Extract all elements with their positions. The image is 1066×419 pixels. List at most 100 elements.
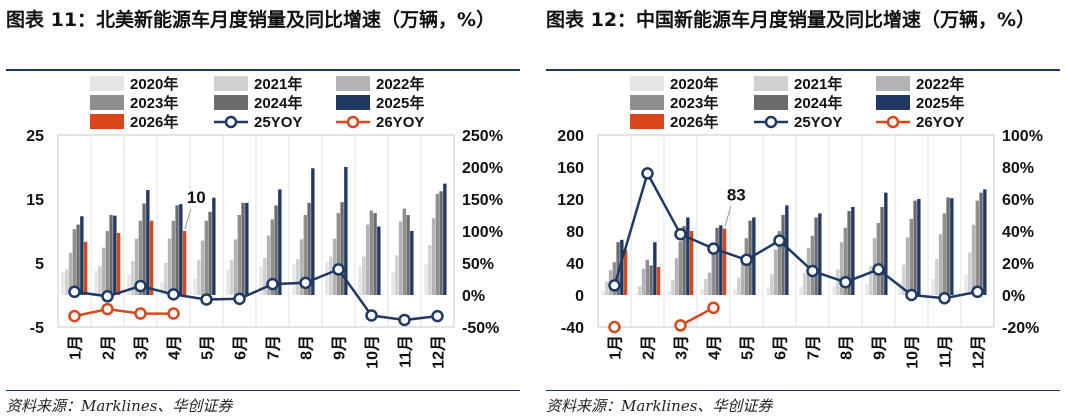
bar [325,261,329,295]
y2-tick-label: 80% [1002,160,1034,177]
bar [740,259,745,295]
bar [439,191,443,295]
y2-tick-label: 100% [462,224,503,241]
legend-swatch [630,114,664,129]
x-tick-label: 4月 [166,335,184,360]
x-tick-label: 2月 [100,335,118,360]
bar [431,218,436,295]
bar [975,200,979,295]
line-point [971,285,984,299]
bar [402,208,406,295]
bar [138,220,142,295]
legend-swatch [876,95,910,110]
line-point [68,285,81,299]
bar [968,252,972,295]
bar [65,269,69,295]
bar [230,259,234,295]
bar [134,238,139,295]
bar [197,259,201,295]
bar [641,268,646,295]
y2-tick-label: 200% [462,160,503,177]
bar [179,204,183,295]
legend-swatch [214,76,248,91]
bar [814,217,818,295]
y-tick-label: 160 [557,160,584,177]
bar [101,247,106,295]
y2-tick-label: 20% [1002,256,1034,273]
annotation-leader [724,206,732,227]
legend-label: 2024年 [794,94,842,112]
bar [164,263,168,295]
bar [278,189,282,295]
legend-swatch [90,95,124,110]
bar [443,183,447,295]
line-point [233,292,246,306]
line-point [674,227,687,241]
bar [931,279,935,295]
legend-swatch [630,76,664,91]
bar [263,257,267,295]
bar [208,211,212,295]
x-tick-label: 3月 [673,335,691,360]
legend-label: 2025年 [376,94,424,112]
bar [946,197,950,295]
legend-label: 2021年 [254,75,302,93]
y2-tick-label: 60% [1002,192,1034,209]
x-tick-label: 2月 [640,335,658,360]
bar [113,215,117,295]
bar [146,190,150,295]
bar [80,216,84,295]
bar [226,270,230,295]
bar [674,258,679,295]
bar [950,198,954,295]
legend-swatch [336,95,370,110]
x-tick-label: 7月 [805,335,823,360]
bar [237,215,241,295]
line-point [134,307,147,320]
bar [935,259,939,295]
bar [653,242,657,295]
x-tick-label: 5月 [199,335,217,360]
bar [424,264,428,295]
bar [303,215,307,295]
bar [340,202,344,295]
bar [722,228,727,295]
bar [964,275,968,295]
bar [905,237,910,295]
x-tick-label: 1月 [607,335,625,360]
source-rule [546,390,1060,391]
bar [686,217,690,295]
bar [719,225,723,295]
legend-swatch [90,76,124,91]
legend-label: 2026年 [670,113,718,131]
bar [616,242,620,295]
figure-12: 图表 12：中国新能源车月度销量及同比增速（万辆，%） 2020年 2021年 20… [546,0,1062,419]
bar [942,213,946,295]
x-tick-label: 9月 [871,335,889,360]
line-point [773,234,786,247]
legend-swatch [214,95,248,110]
bar [707,272,712,295]
bar [362,256,366,295]
bar [711,243,715,295]
bar [245,202,249,295]
bar [266,235,271,295]
bar [785,205,789,295]
bar [193,278,197,295]
bar [406,215,410,295]
bar [292,264,296,295]
bar [212,197,216,295]
bar [638,286,642,295]
y2-tick-label: 40% [1002,224,1034,241]
line-point [332,263,345,276]
bar [142,203,146,295]
x-tick-label: 11月 [937,335,955,368]
legend-swatch [754,76,788,91]
bar [369,210,373,295]
line-point [740,253,753,267]
bar [233,239,238,295]
x-tick-label: 5月 [739,335,757,360]
bar [373,213,377,295]
y2-tick-label: 100% [1002,128,1043,145]
line-point [365,309,378,322]
